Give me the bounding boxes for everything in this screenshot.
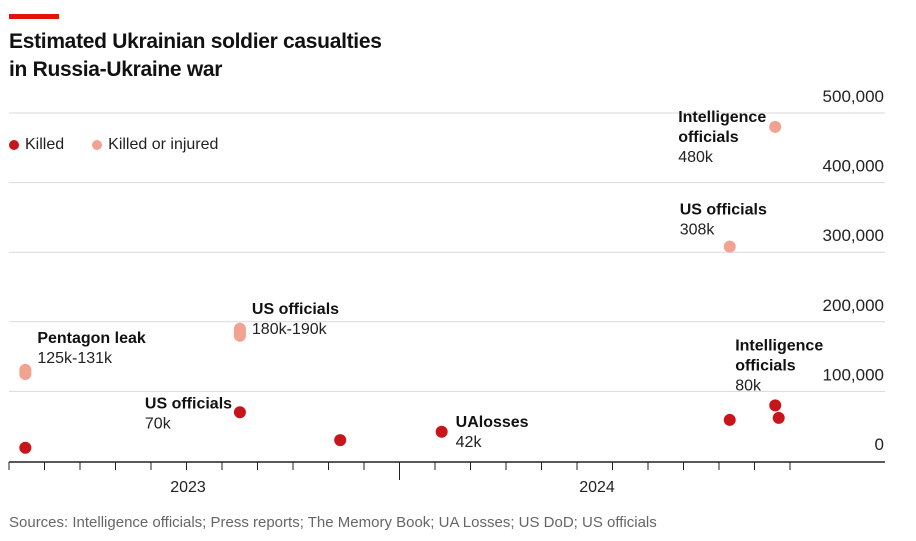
legend-label: Killed or injured: [108, 136, 219, 153]
annotation-label: officials: [735, 357, 796, 374]
data-point: [435, 425, 448, 438]
y-tick-label: 200,000: [823, 296, 884, 315]
y-tick-label: 300,000: [823, 226, 884, 245]
legend-swatch-killed: [9, 140, 19, 150]
annotation-label: officials: [678, 129, 739, 146]
annotation-label: UAlosses: [456, 414, 529, 431]
y-tick-label: 400,000: [823, 157, 884, 176]
annotation-value: 70k: [145, 415, 172, 432]
data-point: [233, 406, 246, 419]
data-point: [723, 240, 736, 253]
annotation-value: 180k-190k: [252, 321, 328, 338]
annotation-label: US officials: [680, 202, 767, 219]
x-tick-label: 2023: [170, 479, 206, 496]
x-tick-label: 2024: [579, 479, 615, 496]
data-point: [769, 399, 782, 412]
data-point: [769, 120, 782, 133]
source-note: Sources: Intelligence officials; Press r…: [9, 514, 657, 531]
annotation-value: 125k-131k: [37, 350, 113, 367]
legend-swatch-killed-or-injured: [92, 140, 103, 150]
annotation-value: 42k: [456, 434, 483, 451]
annotation-label: Pentagon leak: [37, 330, 146, 347]
data-point: [772, 411, 785, 424]
data-point: [723, 413, 736, 426]
y-tick-label: 500,000: [823, 87, 884, 106]
legend-item-killed: Killed: [9, 136, 64, 154]
legend-item-killed-or-injured: Killed or injured: [92, 136, 218, 154]
legend-label: Killed: [25, 136, 65, 153]
annotation-label: US officials: [252, 301, 339, 318]
y-tick-label: 100,000: [823, 365, 884, 384]
annotation-label: Intelligence: [735, 337, 823, 354]
title-line-2: in Russia-Ukraine war: [9, 58, 223, 81]
y-tick-label: 0: [875, 435, 884, 454]
title-line-1: Estimated Ukrainian soldier casualties: [9, 30, 382, 53]
annotation-label: US officials: [145, 395, 232, 412]
annotation-value: 308k: [680, 222, 716, 239]
chart-title: Estimated Ukrainian soldier casualties i…: [9, 28, 509, 84]
annotation-value: 480k: [678, 149, 714, 166]
brand-bar: [9, 14, 59, 19]
legend: Killed Killed or injured: [9, 136, 218, 154]
annotation-label: Intelligence: [678, 109, 766, 126]
data-point: [334, 434, 347, 447]
annotation-value: 80k: [735, 377, 762, 394]
data-point: [19, 441, 32, 454]
